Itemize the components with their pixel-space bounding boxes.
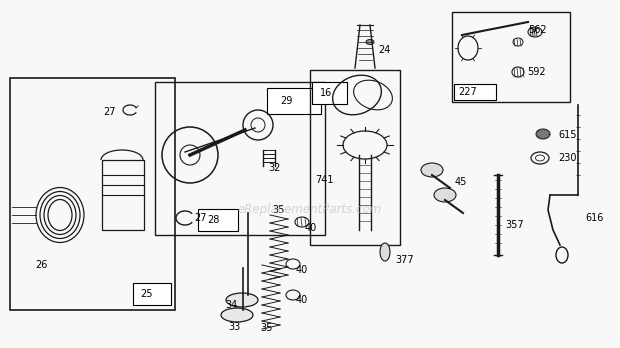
Text: 357: 357 [505,220,524,230]
Text: 28: 28 [207,215,219,225]
Text: 35: 35 [260,323,272,333]
Text: 24: 24 [378,45,391,55]
Ellipse shape [380,243,390,261]
Text: 29: 29 [280,96,293,106]
Text: eReplacementParts.com: eReplacementParts.com [238,204,382,216]
Bar [198,209,238,231]
Ellipse shape [366,40,374,45]
Ellipse shape [434,188,456,202]
Bar [454,84,496,100]
Bar [133,283,171,305]
Ellipse shape [421,163,443,177]
Bar [155,82,325,235]
Text: 592: 592 [527,67,546,77]
Text: 616: 616 [585,213,603,223]
Text: 26: 26 [35,260,47,270]
Bar [267,88,321,114]
Bar [310,70,400,245]
Text: 377: 377 [395,255,414,265]
Text: 40: 40 [305,223,317,233]
Text: 40: 40 [296,265,308,275]
Ellipse shape [536,129,550,139]
Text: 741: 741 [315,175,334,185]
Ellipse shape [221,308,253,322]
Text: 32: 32 [268,163,280,173]
Text: 25: 25 [140,289,153,299]
Text: 615: 615 [558,130,577,140]
Text: 562: 562 [528,25,547,35]
Text: 45: 45 [455,177,467,187]
Text: 27: 27 [103,107,115,117]
Bar [10,78,175,310]
Bar [452,12,570,102]
Text: 227: 227 [458,87,477,97]
Text: 230: 230 [558,153,577,163]
Text: 33: 33 [228,322,241,332]
Text: 34: 34 [225,300,237,310]
Bar [102,160,144,230]
Ellipse shape [226,293,258,307]
Bar [312,82,347,104]
Text: 27: 27 [194,213,206,223]
Text: 16: 16 [320,88,332,98]
Text: 35: 35 [272,205,285,215]
Text: 40: 40 [296,295,308,305]
